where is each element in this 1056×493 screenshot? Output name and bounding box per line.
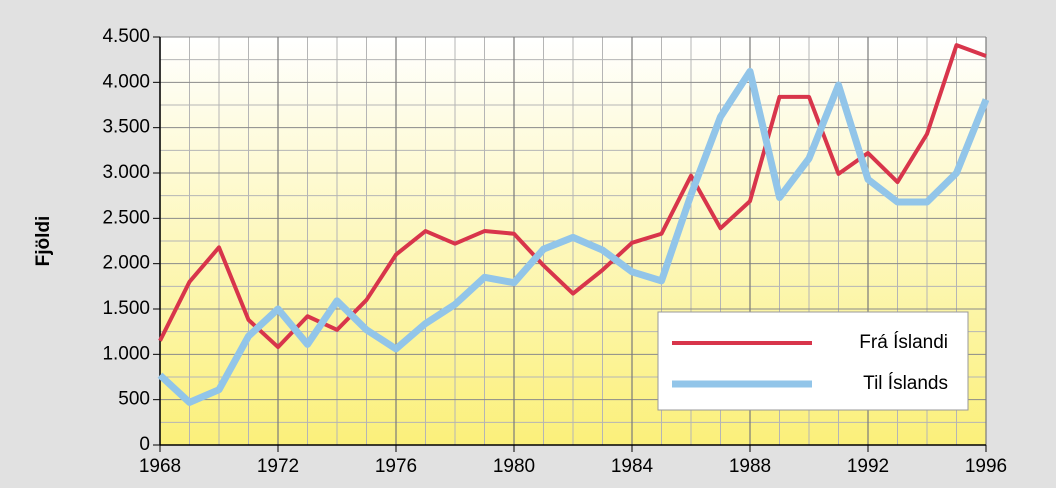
y-tick-label: 0 — [139, 434, 150, 455]
y-tick-label: 1.500 — [102, 298, 150, 319]
y-tick-label: 2.500 — [102, 207, 150, 228]
series-line — [157, 67, 990, 406]
series-line — [158, 43, 987, 350]
legend-label: Til Íslands — [863, 373, 948, 394]
x-tick-label: 1988 — [729, 456, 771, 477]
y-tick-label: 3.500 — [102, 117, 150, 138]
y-axis-label: Fjöldi — [33, 216, 54, 267]
y-tick-label: 2.000 — [102, 253, 150, 274]
legend-label: Frá Íslandi — [859, 332, 948, 353]
x-tick-label: 1976 — [375, 456, 417, 477]
legend-box — [657, 311, 969, 411]
y-tick-label: 3.000 — [102, 162, 150, 183]
y-tick-label: 500 — [118, 389, 150, 410]
x-tick-label: 1980 — [493, 456, 535, 477]
x-tick-label: 1996 — [965, 456, 1007, 477]
x-tick-label: 1972 — [257, 456, 299, 477]
y-tick-label: 4.500 — [102, 26, 150, 47]
x-tick-label: 1968 — [139, 456, 181, 477]
x-tick-label: 1984 — [611, 456, 654, 477]
y-tick-label: 1.000 — [102, 343, 150, 364]
x-tick-label: 1992 — [847, 456, 889, 477]
y-tick-label: 4.000 — [102, 71, 150, 92]
